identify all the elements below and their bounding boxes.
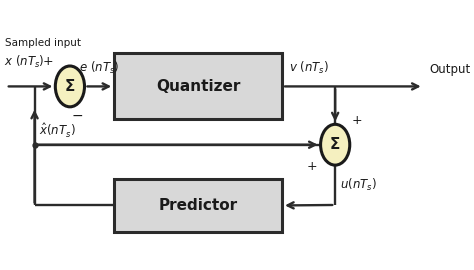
- Text: $u(nT_s)$: $u(nT_s)$: [340, 177, 377, 193]
- Text: Quantizer: Quantizer: [156, 79, 240, 94]
- Ellipse shape: [55, 66, 84, 107]
- Text: Sampled input: Sampled input: [5, 38, 81, 48]
- Text: Predictor: Predictor: [159, 198, 237, 213]
- Text: $v\ (nT_s)$: $v\ (nT_s)$: [289, 60, 329, 76]
- Bar: [114, 53, 282, 119]
- Text: +: +: [352, 114, 363, 127]
- Text: +: +: [43, 55, 53, 68]
- Ellipse shape: [320, 124, 350, 165]
- Text: $x\ (nT_s)$: $x\ (nT_s)$: [4, 54, 44, 70]
- Bar: [114, 179, 282, 232]
- Text: $e\ (nT_s)$: $e\ (nT_s)$: [79, 60, 119, 76]
- Text: Σ: Σ: [65, 79, 75, 94]
- Text: −: −: [72, 109, 83, 123]
- Text: +: +: [306, 160, 317, 173]
- Text: Output: Output: [429, 63, 470, 76]
- Text: $\hat{x}(nT_s)$: $\hat{x}(nT_s)$: [39, 122, 76, 140]
- Text: Σ: Σ: [330, 137, 340, 152]
